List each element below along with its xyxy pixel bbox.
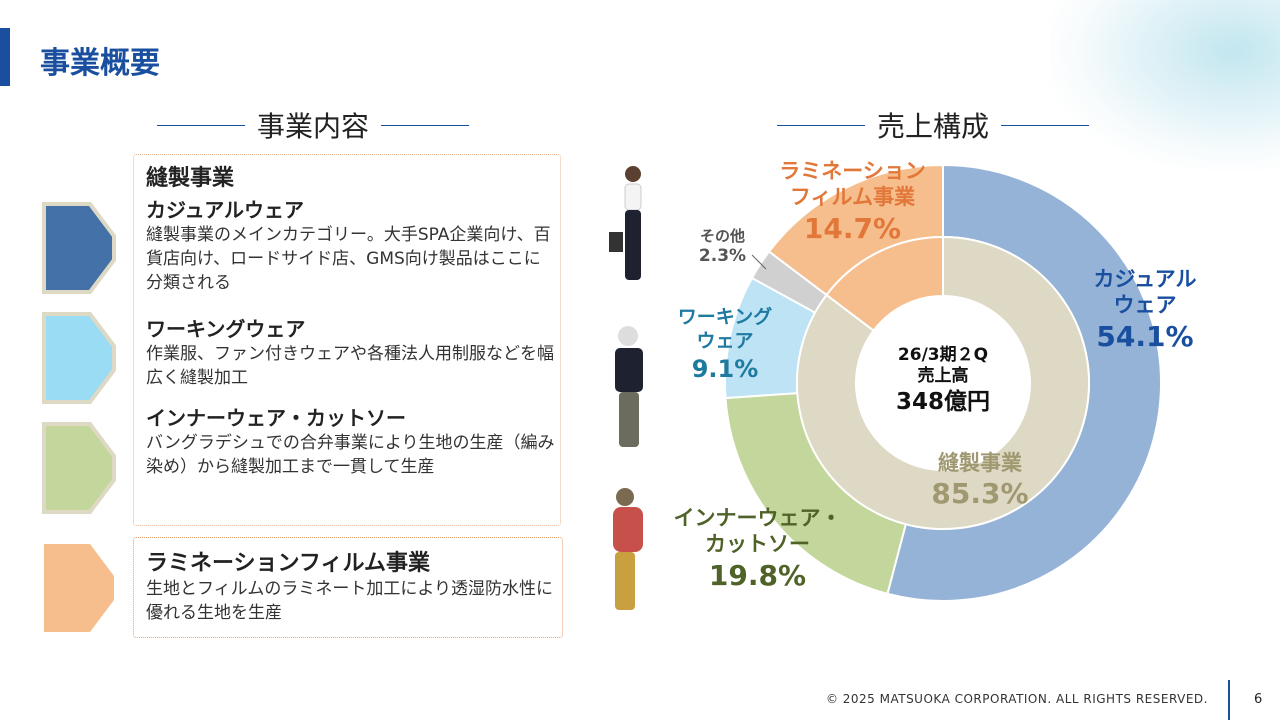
- inner-desc: バングラデシュでの合弁事業により生地の生産（編み染め）から縫製加工まで一貫して生…: [146, 433, 555, 477]
- label-sewing: 縫製事業 85.3%: [915, 450, 1045, 511]
- section-heading-sales: 売上構成: [777, 105, 1090, 145]
- inner-title: インナーウェア・カットソー: [146, 406, 406, 430]
- decorative-wave: [1050, 0, 1280, 170]
- label-line: カットソー: [705, 532, 810, 557]
- working-person-icon: [615, 326, 643, 447]
- other-leader-line: [751, 254, 767, 270]
- label-line: ウェア: [1113, 293, 1177, 318]
- casual-person-icon: [609, 166, 642, 280]
- sewing-title: 縫製事業: [146, 166, 235, 191]
- label-casual: カジュアル ウェア 54.1%: [1070, 266, 1220, 354]
- label-line: インナーウェア・: [673, 506, 842, 530]
- label-line: ウェア: [696, 329, 754, 352]
- working-title: ワーキングウェア: [146, 317, 306, 341]
- label-value: 14.7%: [803, 211, 902, 245]
- lamination-title: ラミネーションフィルム事業: [146, 551, 431, 576]
- inner-slice-0: [796, 235, 1090, 530]
- casual-title: カジュアルウェア: [146, 198, 304, 222]
- title-accent-bar: [0, 28, 10, 86]
- label-value: 85.3%: [931, 477, 1029, 511]
- label-line: ワーキング: [677, 306, 773, 328]
- casual-desc: 縫製事業のメインカテゴリー。大手SPA企業向け、百貨店向け、ロードサイド店、GM…: [146, 225, 551, 293]
- label-working: ワーキング ウェア 9.1%: [660, 306, 790, 384]
- label-inner: インナーウェア・ カットソー 19.8%: [660, 505, 855, 593]
- page-divider: [1228, 680, 1230, 720]
- copyright: © 2025 MATSUOKA CORPORATION. ALL RIGHTS …: [825, 692, 1208, 706]
- label-line: フィルム事業: [789, 185, 916, 210]
- center-label: 26/3期２Q 売上高 348億円: [858, 345, 1028, 416]
- section-heading-business: 事業内容: [157, 105, 470, 145]
- label-other: その他 2.3%: [690, 227, 755, 267]
- label-line: カジュアル: [1093, 267, 1197, 291]
- page-title: 事業概要: [40, 46, 160, 81]
- heading-text: 事業内容: [257, 110, 370, 143]
- label-value: 54.1%: [1096, 319, 1194, 353]
- label-value: 19.8%: [708, 558, 807, 592]
- label-line: ラミネーション: [779, 159, 926, 183]
- lamination-text: ラミネーションフィルム事業 生地とフィルムのラミネート加工により透湿防水性に優れ…: [146, 545, 556, 625]
- heading-text: 売上構成: [877, 110, 990, 143]
- chevron-working-icon: [42, 312, 116, 404]
- lamination-business-box: [133, 537, 563, 638]
- outdoor-person-icon: [613, 488, 643, 610]
- outer-ring: [724, 163, 1162, 602]
- page-number: 6: [1254, 692, 1263, 707]
- center-period: 26/3期２Q: [897, 345, 989, 365]
- chevron-inner-icon: [42, 422, 116, 514]
- label-lamination: ラミネーション フィルム事業 14.7%: [755, 158, 950, 246]
- label-line: 縫製事業: [938, 451, 1022, 475]
- sewing-text: 縫製事業 カジュアルウェア 縫製事業のメインカテゴリー。大手SPA企業向け、百貨…: [146, 160, 556, 479]
- label-line: その他: [699, 227, 745, 245]
- sewing-business-box: [133, 154, 561, 526]
- center-caption: 売上高: [917, 366, 969, 387]
- chevron-lamination-icon: [44, 544, 114, 632]
- chevron-casual-icon: [42, 202, 116, 294]
- label-value: 9.1%: [691, 354, 759, 383]
- label-value: 2.3%: [698, 245, 747, 266]
- inner-ring: [796, 235, 1090, 530]
- lamination-desc: 生地とフィルムのラミネート加工により透湿防水性に優れる生地を生産: [146, 579, 553, 623]
- working-desc: 作業服、ファン付きウェアや各種法人用制服などを幅広く縫製加工: [146, 344, 554, 388]
- center-value: 348億円: [895, 388, 990, 415]
- inner-slice-1: [825, 235, 944, 332]
- sales-donut-chart: [724, 163, 1162, 602]
